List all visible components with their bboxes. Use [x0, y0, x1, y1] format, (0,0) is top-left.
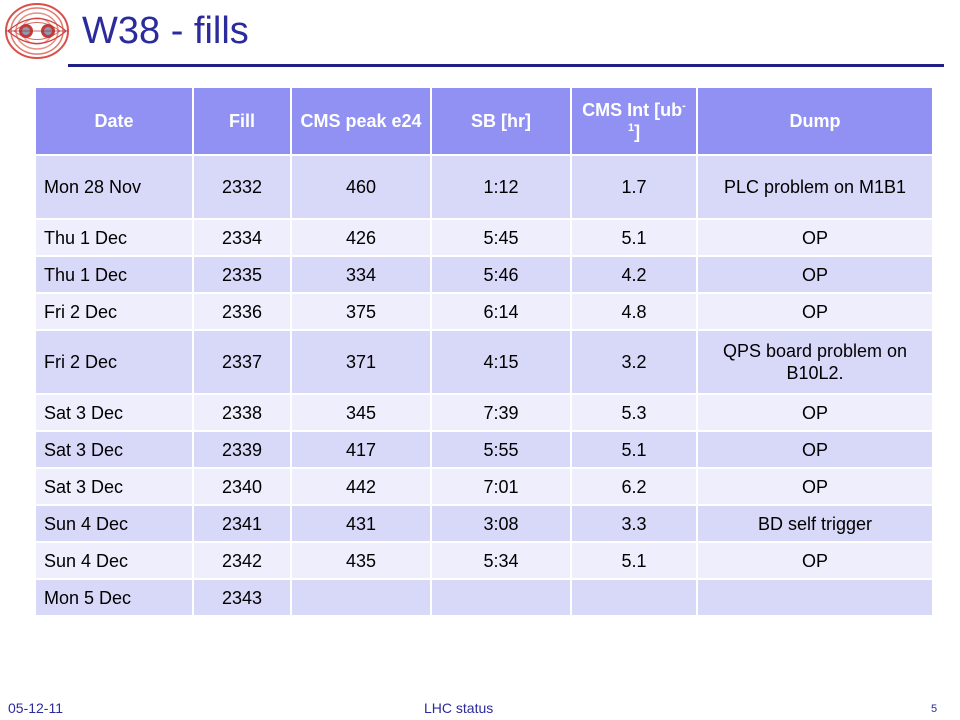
cell-peak: 345: [290, 393, 432, 432]
cell-sb: 5:45: [430, 218, 572, 257]
cell-sb: 5:34: [430, 541, 572, 580]
cell-dump: PLC problem on M1B1: [696, 154, 934, 220]
cell-sb: 5:46: [430, 255, 572, 294]
header-cms-peak: CMS peak e24: [290, 86, 432, 156]
cell-dump: [696, 578, 934, 617]
cell-fill: 2336: [192, 292, 292, 331]
table-row: Sat 3 Dec 2339 417 5:55 5.1 OP: [34, 430, 934, 469]
cell-peak: 442: [290, 467, 432, 506]
cell-date: Fri 2 Dec: [34, 292, 194, 331]
cell-date: Sun 4 Dec: [34, 504, 194, 543]
cell-date: Mon 28 Nov: [34, 154, 194, 220]
cell-int: 1.7: [570, 154, 698, 220]
cell-sb: 5:55: [430, 430, 572, 469]
cell-peak: 334: [290, 255, 432, 294]
cell-peak: [290, 578, 432, 617]
cell-sb: [430, 578, 572, 617]
cell-dump: OP: [696, 292, 934, 331]
cell-fill: 2343: [192, 578, 292, 617]
lhc-dipole-field-icon: [5, 3, 69, 59]
header-cms-int-text: CMS Int [ub: [582, 100, 683, 120]
footer-title: LHC status: [424, 700, 494, 716]
cell-peak: 431: [290, 504, 432, 543]
cell-peak: 426: [290, 218, 432, 257]
cell-sb: 7:39: [430, 393, 572, 432]
cell-sb: 7:01: [430, 467, 572, 506]
cell-int: 6.2: [570, 467, 698, 506]
lhc-dipole-field-logo: [4, 2, 70, 60]
cell-int: 5.1: [570, 541, 698, 580]
header-cms-int-sup: -1: [627, 100, 686, 134]
cell-sb: 3:08: [430, 504, 572, 543]
page-number: 5: [931, 703, 938, 715]
cell-int: 4.8: [570, 292, 698, 331]
cell-date: Sat 3 Dec: [34, 393, 194, 432]
table-row: Sun 4 Dec 2341 431 3:08 3.3 BD self trig…: [34, 504, 934, 543]
table-row: Mon 28 Nov 2332 460 1:12 1.7 PLC problem…: [34, 154, 934, 220]
cell-date: Fri 2 Dec: [34, 329, 194, 395]
header-dump: Dump: [696, 86, 934, 156]
header-cms-int: CMS Int [ub-1]: [570, 86, 698, 156]
table-header-row: Date Fill CMS peak e24 SB [hr] CMS Int […: [34, 86, 934, 156]
cell-int: 3.3: [570, 504, 698, 543]
cell-int: 5.1: [570, 430, 698, 469]
cell-fill: 2340: [192, 467, 292, 506]
table-row: Fri 2 Dec 2337 371 4:15 3.2 QPS board pr…: [34, 329, 934, 395]
cell-sb: 6:14: [430, 292, 572, 331]
table-row: Sat 3 Dec 2338 345 7:39 5.3 OP: [34, 393, 934, 432]
table-row: Mon 5 Dec 2343: [34, 578, 934, 617]
cell-date: Sat 3 Dec: [34, 467, 194, 506]
cell-date: Sun 4 Dec: [34, 541, 194, 580]
cell-fill: 2341: [192, 504, 292, 543]
header-sb: SB [hr]: [430, 86, 572, 156]
cell-peak: 460: [290, 154, 432, 220]
cell-dump: OP: [696, 393, 934, 432]
table-row: Sat 3 Dec 2340 442 7:01 6.2 OP: [34, 467, 934, 506]
cell-dump: OP: [696, 255, 934, 294]
cell-fill: 2342: [192, 541, 292, 580]
table-row: Thu 1 Dec 2334 426 5:45 5.1 OP: [34, 218, 934, 257]
cell-peak: 435: [290, 541, 432, 580]
cell-sb: 4:15: [430, 329, 572, 395]
cell-dump: OP: [696, 430, 934, 469]
table-row: Sun 4 Dec 2342 435 5:34 5.1 OP: [34, 541, 934, 580]
cell-sb: 1:12: [430, 154, 572, 220]
cell-dump: OP: [696, 541, 934, 580]
cell-dump: OP: [696, 218, 934, 257]
cell-date: Thu 1 Dec: [34, 255, 194, 294]
cell-peak: 371: [290, 329, 432, 395]
header-fill: Fill: [192, 86, 292, 156]
cell-int: 3.2: [570, 329, 698, 395]
cell-date: Mon 5 Dec: [34, 578, 194, 617]
cell-fill: 2334: [192, 218, 292, 257]
title-divider: [68, 64, 944, 67]
table-row: Fri 2 Dec 2336 375 6:14 4.8 OP: [34, 292, 934, 331]
cell-dump: BD self trigger: [696, 504, 934, 543]
cell-fill: 2338: [192, 393, 292, 432]
fills-table: Date Fill CMS peak e24 SB [hr] CMS Int […: [34, 86, 934, 617]
cell-date: Sat 3 Dec: [34, 430, 194, 469]
cell-int: 4.2: [570, 255, 698, 294]
cell-fill: 2332: [192, 154, 292, 220]
cell-peak: 375: [290, 292, 432, 331]
cell-dump: OP: [696, 467, 934, 506]
cell-fill: 2339: [192, 430, 292, 469]
cell-int: 5.1: [570, 218, 698, 257]
cell-int: [570, 578, 698, 617]
cell-dump: QPS board problem on B10L2.: [696, 329, 934, 395]
cell-date: Thu 1 Dec: [34, 218, 194, 257]
header-date: Date: [34, 86, 194, 156]
header-cms-int-close: ]: [634, 122, 641, 142]
cell-fill: 2337: [192, 329, 292, 395]
cell-int: 5.3: [570, 393, 698, 432]
cell-peak: 417: [290, 430, 432, 469]
cell-fill: 2335: [192, 255, 292, 294]
table-row: Thu 1 Dec 2335 334 5:46 4.2 OP: [34, 255, 934, 294]
footer-date: 05-12-11: [8, 700, 64, 716]
slide-title: W38 - fills: [82, 10, 249, 52]
